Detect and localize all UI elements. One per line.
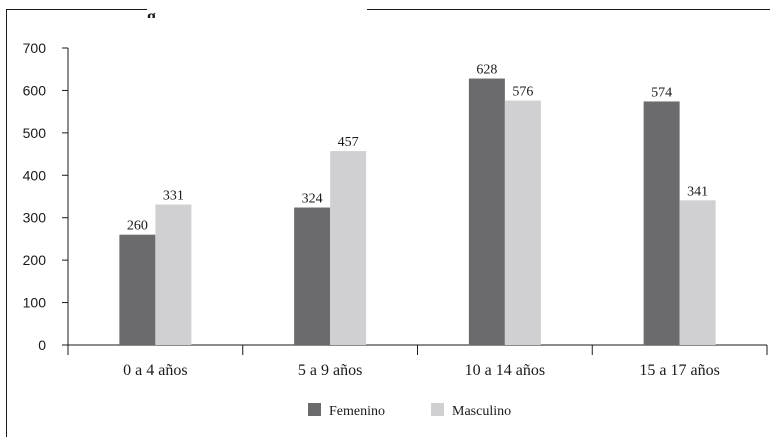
- y-tick-label: 600: [23, 82, 47, 98]
- data-label: 260: [127, 219, 148, 234]
- bar-femenino: [468, 78, 505, 345]
- y-tick-label: 200: [23, 252, 47, 268]
- bar-femenino: [643, 101, 680, 346]
- data-label: 457: [338, 135, 359, 150]
- y-tick-label: 500: [23, 125, 47, 141]
- x-category-label: 0 a 4 años: [123, 362, 187, 379]
- data-label: 628: [476, 63, 497, 78]
- legend-swatch-masculino: [431, 403, 444, 416]
- x-category-label: 10 a 14 años: [465, 362, 545, 379]
- y-tick-label: 100: [23, 295, 47, 311]
- legend: Femenino Masculino: [308, 403, 511, 419]
- bar-femenino: [119, 234, 156, 345]
- title-text: g: [147, 6, 156, 18]
- bar-masculino: [679, 200, 716, 345]
- chart-frame: g: [6, 0, 770, 437]
- data-labels: 260 324 628 574 331 457 576 341: [127, 63, 708, 234]
- data-label: 331: [163, 189, 184, 204]
- bar-femenino: [294, 207, 331, 345]
- chart-title-fragment: g: [147, 0, 367, 18]
- x-category-label: 15 a 17 años: [639, 362, 719, 379]
- data-label: 341: [687, 184, 708, 199]
- bar-masculino: [330, 151, 367, 345]
- bar-masculino: [504, 100, 541, 346]
- y-tick-label: 400: [23, 167, 47, 183]
- legend-label-femenino: Femenino: [329, 404, 385, 419]
- data-label: 324: [302, 192, 323, 207]
- bar-masculino: [155, 204, 192, 345]
- bars: [119, 78, 716, 346]
- data-label: 574: [651, 85, 672, 100]
- y-tick-label: 700: [23, 40, 47, 56]
- data-label: 576: [512, 85, 533, 100]
- x-category-label: 5 a 9 años: [298, 362, 362, 379]
- legend-swatch-femenino: [308, 403, 321, 416]
- legend-label-masculino: Masculino: [452, 404, 511, 419]
- y-tick-label: 0: [38, 337, 46, 353]
- y-tick-label: 300: [23, 210, 47, 226]
